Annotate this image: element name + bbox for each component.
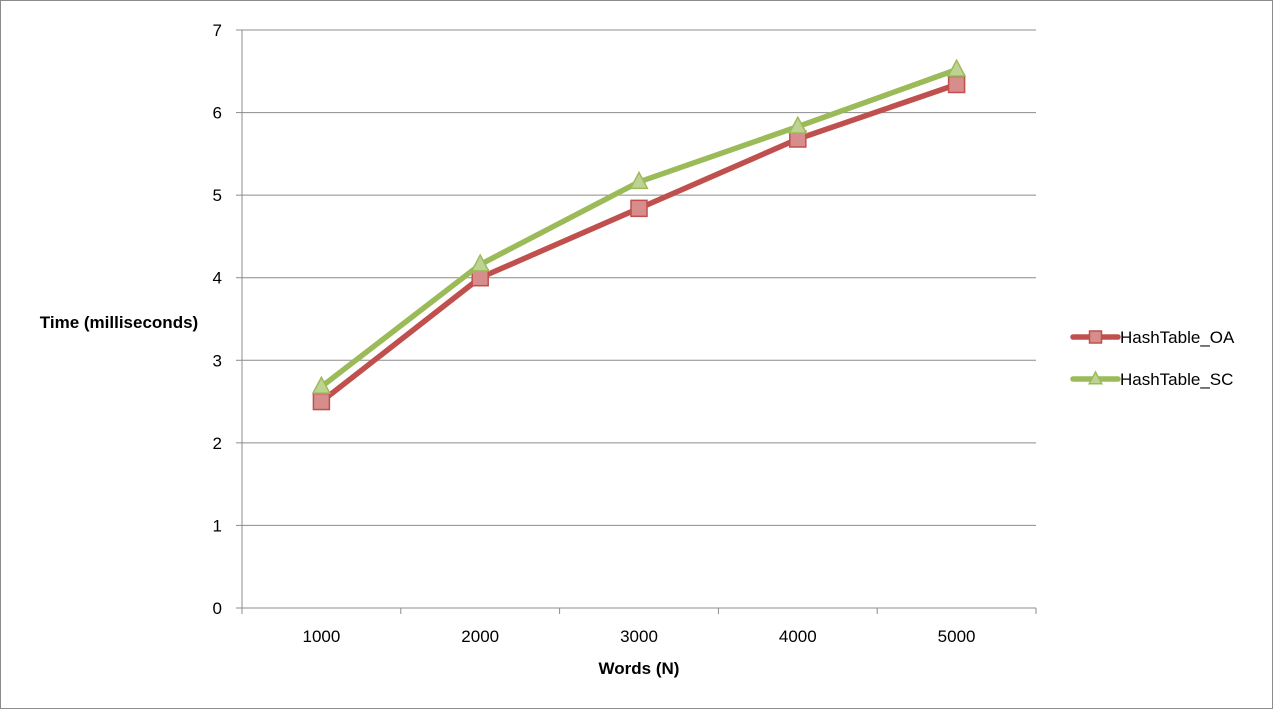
triangle-marker — [629, 170, 649, 190]
x-tick-label: 5000 — [938, 627, 976, 646]
x-tick-label: 3000 — [620, 627, 658, 646]
y-tick-label: 4 — [213, 269, 222, 288]
y-tick-label: 3 — [213, 351, 222, 370]
axes — [236, 29, 1037, 614]
square-marker — [312, 392, 331, 411]
y-axis-title: Time (milliseconds) — [40, 313, 198, 332]
square-marker — [947, 75, 966, 94]
y-tick-label: 0 — [213, 599, 222, 618]
legend-label: HashTable_OA — [1120, 328, 1235, 347]
x-axis-title: Words (N) — [599, 659, 680, 678]
square-marker — [1088, 330, 1103, 344]
series-line-hashtable-oa — [318, 81, 960, 405]
y-tick-label: 6 — [213, 104, 222, 123]
y-tick-label: 5 — [213, 186, 222, 205]
y-tick-labels: 0 1 2 3 4 5 6 7 — [213, 21, 222, 618]
legend: HashTable_OA HashTable_SC — [1070, 328, 1235, 389]
x-tick-labels: 1000 2000 3000 4000 5000 — [302, 627, 975, 646]
x-tick-label: 1000 — [302, 627, 340, 646]
x-tick-label: 4000 — [779, 627, 817, 646]
y-tick-label: 2 — [213, 434, 222, 453]
square-marker — [630, 199, 648, 218]
triangle-marker — [946, 58, 967, 77]
triangle-marker — [788, 115, 808, 134]
triangle-marker — [311, 375, 332, 394]
y-tick-label: 7 — [213, 21, 222, 40]
grid-lines — [242, 29, 1036, 526]
x-tick-label: 2000 — [461, 627, 499, 646]
legend-label: HashTable_SC — [1120, 370, 1233, 389]
series-group — [311, 58, 967, 411]
y-tick-label: 1 — [213, 516, 222, 535]
triangle-marker — [1087, 370, 1104, 385]
triangle-marker — [470, 253, 490, 272]
